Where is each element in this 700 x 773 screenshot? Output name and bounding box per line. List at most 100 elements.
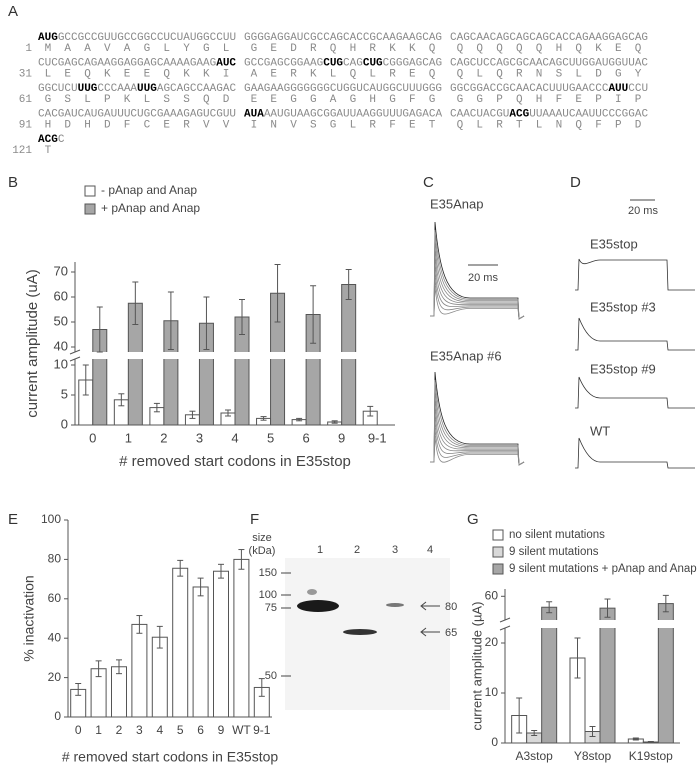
- error-bar: [274, 264, 281, 323]
- error-bar: [116, 659, 122, 675]
- current-trace: [430, 435, 525, 466]
- error-bar: [647, 741, 654, 743]
- current-trace: [575, 258, 695, 291]
- start-codon: ACG: [38, 134, 58, 146]
- y-tick-label: 60: [54, 288, 68, 303]
- error-bar: [96, 306, 103, 353]
- nucleotides: GGGGAGGAUCGCCAGCACCGCAAGAAGCAG: [244, 32, 442, 44]
- nucleotides: CGGGAGCAG: [383, 57, 442, 69]
- current-trace: [430, 253, 525, 320]
- y-axis-label: % inactivation: [21, 575, 37, 661]
- error-bar: [260, 416, 267, 421]
- nucleotide-group: GGGGAGGAUCGCCAGCACCGCAAGAAGCAG: [244, 32, 442, 44]
- axis-break: [499, 620, 680, 628]
- x-tick-label: 0: [75, 723, 82, 737]
- error-bar: [225, 409, 231, 417]
- y-tick-label: 60: [485, 588, 499, 602]
- scale-bar-label: 20 ms: [628, 205, 658, 217]
- amino-acids: MAAVAGLYGL: [45, 43, 243, 55]
- nucleotides: CCU: [628, 83, 648, 95]
- nucleotide-group: GGCUCUUUGCCCAAAUUGAGCAGCCAAGAC: [38, 83, 236, 95]
- nucleotide-group: CACGAUCAUGAUUUCUGCGAAAGAGUCGUU: [38, 108, 236, 120]
- x-axis-label: # removed start codons in E35stop: [62, 749, 279, 765]
- current-trace: [430, 411, 525, 466]
- x-tick-label: 2: [116, 723, 123, 737]
- arrow: [420, 627, 440, 637]
- blot-band: [343, 629, 377, 635]
- row-number: 1: [25, 43, 32, 55]
- trace-label: E35stop #9: [590, 361, 656, 376]
- x-tick-label: 0: [89, 430, 96, 445]
- x-tick-label: 1: [125, 430, 132, 445]
- marker-label: 50: [265, 670, 277, 682]
- error-bar: [516, 697, 523, 734]
- error-bar: [177, 559, 184, 577]
- error-bar: [331, 420, 338, 424]
- trace-label: WT: [590, 423, 610, 438]
- row-number: 121: [12, 145, 32, 157]
- y-tick-label: 10: [485, 685, 499, 699]
- current-trace: [430, 285, 525, 320]
- amino-acids: EEGGAGHGFG: [251, 94, 449, 106]
- start-codon: CUG: [323, 57, 343, 69]
- axis-break-mark: [499, 625, 511, 631]
- axis-break-mark: [69, 349, 81, 355]
- nucleotides: CAGCAACAGCAGCAGCACCAGAAGGAGCAG: [450, 32, 648, 44]
- nucleotides: AAUGUAAGCGGAUUAAGGUUUGAGACA: [264, 108, 443, 120]
- nucleotide-group: AUGGCCGCCGUUGCCGGCCUCUAUGGCCUU: [38, 32, 236, 44]
- arrow-label: 80: [445, 601, 457, 613]
- nucleotides: GCCGCCGUUGCCGGCCUCUAUGGCCUU: [58, 32, 236, 44]
- x-tick-label: 6: [302, 430, 309, 445]
- y-tick-label: 10: [54, 356, 68, 371]
- legend-swatch: [84, 185, 96, 197]
- x-tick-label: 5: [177, 723, 184, 737]
- marker-label: 75: [265, 602, 277, 614]
- x-tick-label: 3: [136, 723, 143, 737]
- error-bar: [167, 291, 174, 350]
- error-bar: [258, 678, 265, 697]
- y-tick-label: 0: [54, 709, 61, 723]
- current-trace: [430, 419, 525, 466]
- error-bar: [546, 601, 553, 614]
- bar: [151, 636, 168, 718]
- error-bar: [75, 683, 82, 696]
- current-trace: [430, 403, 525, 466]
- axis-break-mark: [499, 617, 511, 623]
- lane-label: 2: [354, 544, 360, 556]
- amino-acids: GSLPKLSSQD: [45, 94, 243, 106]
- blot-size-label: size: [252, 532, 272, 544]
- amino-acids: T: [45, 145, 65, 157]
- current-trace: [430, 379, 525, 466]
- x-tick-label: 9: [338, 430, 345, 445]
- x-tick-label: 1: [95, 723, 102, 737]
- arrow-label: 65: [445, 627, 457, 639]
- x-tick-label: 2: [160, 430, 167, 445]
- y-tick-label: 40: [54, 338, 68, 353]
- start-codon: ACG: [509, 108, 529, 120]
- amino-acids: AERKLQLREQ: [251, 68, 449, 80]
- error-bar: [589, 726, 596, 737]
- blot-band: [386, 603, 404, 607]
- x-tick-label: A3stop: [515, 749, 553, 763]
- bar: [111, 666, 127, 718]
- start-codon: UUG: [78, 83, 98, 95]
- current-trace: [430, 261, 525, 320]
- marker-label: 100: [259, 589, 277, 601]
- y-tick-label: 0: [61, 416, 68, 431]
- start-codon: UUG: [137, 83, 157, 95]
- current-trace: [430, 229, 525, 320]
- current-trace: [430, 395, 525, 466]
- x-tick-label: 9-1: [368, 430, 387, 445]
- panel-label: C: [423, 174, 434, 191]
- error-bar: [95, 660, 102, 678]
- x-tick-label: K19stop: [629, 749, 673, 763]
- amino-acids: QLQRNSLDGY: [457, 68, 655, 80]
- nucleotides: CUCGAGCAGAAGGAGGAGCAAAAGAAG: [38, 57, 216, 69]
- nucleotides: GCCGAGCGGAAG: [244, 57, 323, 69]
- error-bar: [153, 402, 160, 413]
- nucleotide-group: CAACUACGUACGUUAAAUCAAUUCCCGGAC: [450, 108, 648, 120]
- amino-acids: HDHDFCERVV: [45, 119, 243, 131]
- nucleotides: AGCAGCCAAGAC: [157, 83, 237, 95]
